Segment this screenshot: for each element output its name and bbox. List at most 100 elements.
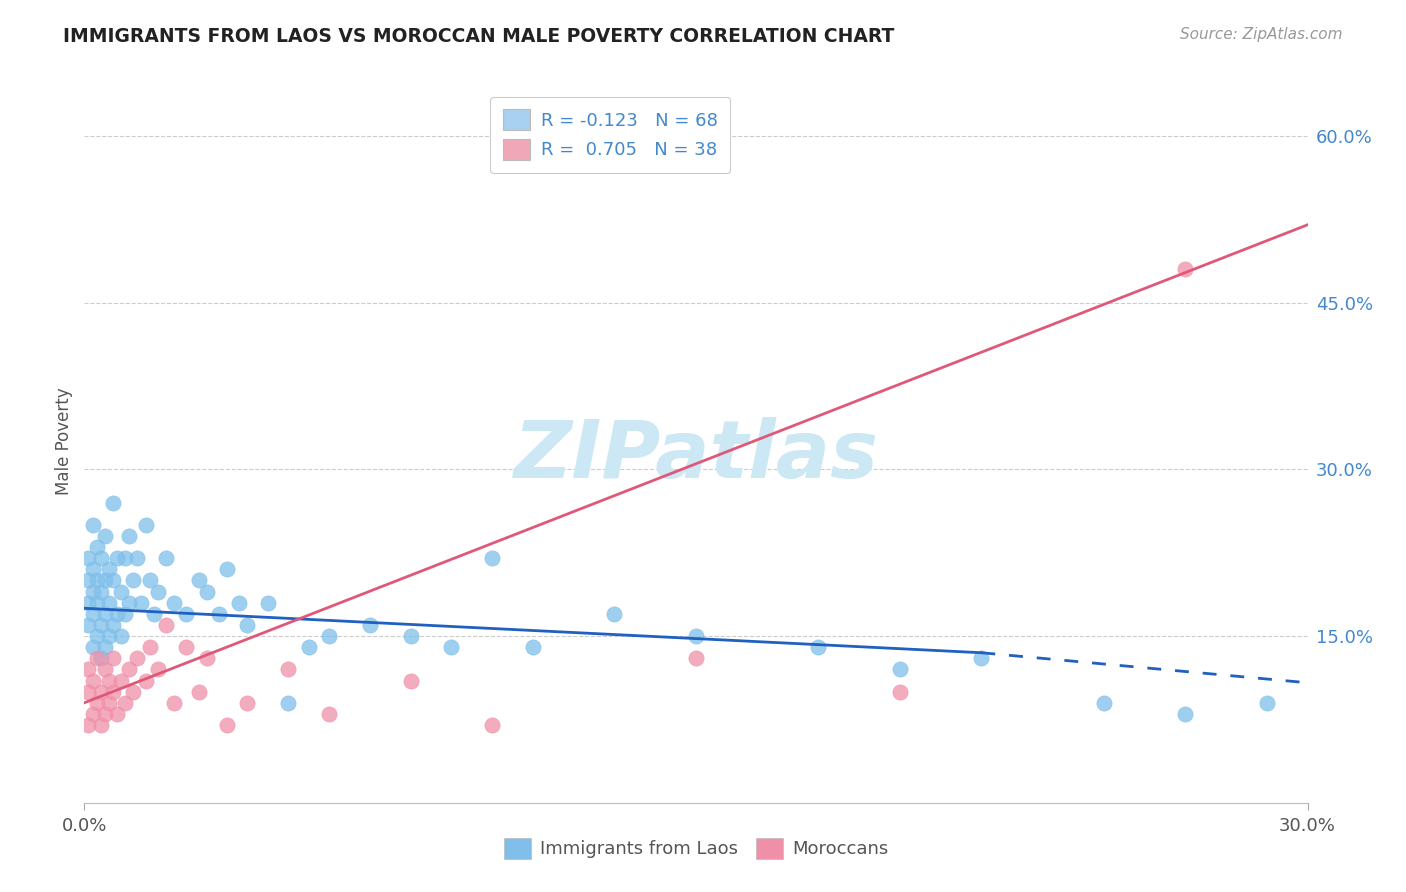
Point xyxy=(105,551,128,566)
Point xyxy=(77,618,100,632)
Point xyxy=(90,651,112,665)
Point xyxy=(522,640,544,655)
Point xyxy=(114,607,136,621)
Legend: Immigrants from Laos, Moroccans: Immigrants from Laos, Moroccans xyxy=(496,830,896,866)
Point xyxy=(93,529,115,543)
Point xyxy=(101,574,124,588)
Point xyxy=(481,551,503,566)
Point xyxy=(685,629,707,643)
Point xyxy=(187,574,209,588)
Point xyxy=(889,662,911,676)
Point xyxy=(82,562,104,576)
Point xyxy=(97,629,120,643)
Point xyxy=(77,684,100,698)
Point xyxy=(807,640,830,655)
Point xyxy=(155,551,177,566)
Point xyxy=(118,662,141,676)
Point xyxy=(86,651,108,665)
Point xyxy=(1256,696,1278,710)
Point xyxy=(86,596,108,610)
Point xyxy=(86,540,108,554)
Point xyxy=(90,718,112,732)
Point xyxy=(101,684,124,698)
Point xyxy=(146,662,169,676)
Point xyxy=(114,696,136,710)
Point xyxy=(122,574,145,588)
Point xyxy=(138,640,160,655)
Point xyxy=(77,551,100,566)
Point xyxy=(399,673,422,688)
Point xyxy=(105,607,128,621)
Point xyxy=(110,629,132,643)
Point xyxy=(399,629,422,643)
Point xyxy=(685,651,707,665)
Text: ZIPatlas: ZIPatlas xyxy=(513,417,879,495)
Point xyxy=(127,651,149,665)
Point xyxy=(82,640,104,655)
Point xyxy=(298,640,321,655)
Point xyxy=(135,517,157,532)
Point xyxy=(277,696,299,710)
Point xyxy=(90,584,112,599)
Point xyxy=(970,651,993,665)
Point xyxy=(118,529,141,543)
Point xyxy=(318,706,340,721)
Point xyxy=(138,574,160,588)
Point xyxy=(208,607,231,621)
Point xyxy=(93,607,115,621)
Point xyxy=(97,696,120,710)
Point xyxy=(163,596,186,610)
Point xyxy=(101,618,124,632)
Point xyxy=(101,496,124,510)
Point xyxy=(127,551,149,566)
Point xyxy=(228,596,250,610)
Point xyxy=(90,684,112,698)
Point xyxy=(101,651,124,665)
Point xyxy=(82,584,104,599)
Point xyxy=(114,551,136,566)
Point xyxy=(118,596,141,610)
Point xyxy=(195,651,218,665)
Point xyxy=(1174,262,1197,277)
Point xyxy=(174,607,197,621)
Point xyxy=(174,640,197,655)
Point xyxy=(1092,696,1115,710)
Point xyxy=(122,684,145,698)
Point xyxy=(86,574,108,588)
Point xyxy=(77,718,100,732)
Point xyxy=(236,696,259,710)
Point xyxy=(217,562,239,576)
Point xyxy=(77,662,100,676)
Point xyxy=(142,607,165,621)
Point xyxy=(110,673,132,688)
Point xyxy=(77,574,100,588)
Point xyxy=(146,584,169,599)
Point xyxy=(97,673,120,688)
Point xyxy=(318,629,340,643)
Point xyxy=(236,618,259,632)
Point xyxy=(82,673,104,688)
Point xyxy=(90,618,112,632)
Point xyxy=(93,574,115,588)
Point xyxy=(187,684,209,698)
Y-axis label: Male Poverty: Male Poverty xyxy=(55,388,73,495)
Text: Source: ZipAtlas.com: Source: ZipAtlas.com xyxy=(1180,27,1343,42)
Point xyxy=(93,706,115,721)
Point xyxy=(481,718,503,732)
Point xyxy=(105,706,128,721)
Point xyxy=(440,640,463,655)
Point xyxy=(155,618,177,632)
Point xyxy=(93,640,115,655)
Point xyxy=(257,596,280,610)
Point xyxy=(86,629,108,643)
Point xyxy=(86,696,108,710)
Text: IMMIGRANTS FROM LAOS VS MOROCCAN MALE POVERTY CORRELATION CHART: IMMIGRANTS FROM LAOS VS MOROCCAN MALE PO… xyxy=(63,27,894,45)
Point xyxy=(77,596,100,610)
Point xyxy=(277,662,299,676)
Point xyxy=(82,607,104,621)
Point xyxy=(1174,706,1197,721)
Point xyxy=(97,596,120,610)
Point xyxy=(163,696,186,710)
Point xyxy=(93,662,115,676)
Point xyxy=(90,551,112,566)
